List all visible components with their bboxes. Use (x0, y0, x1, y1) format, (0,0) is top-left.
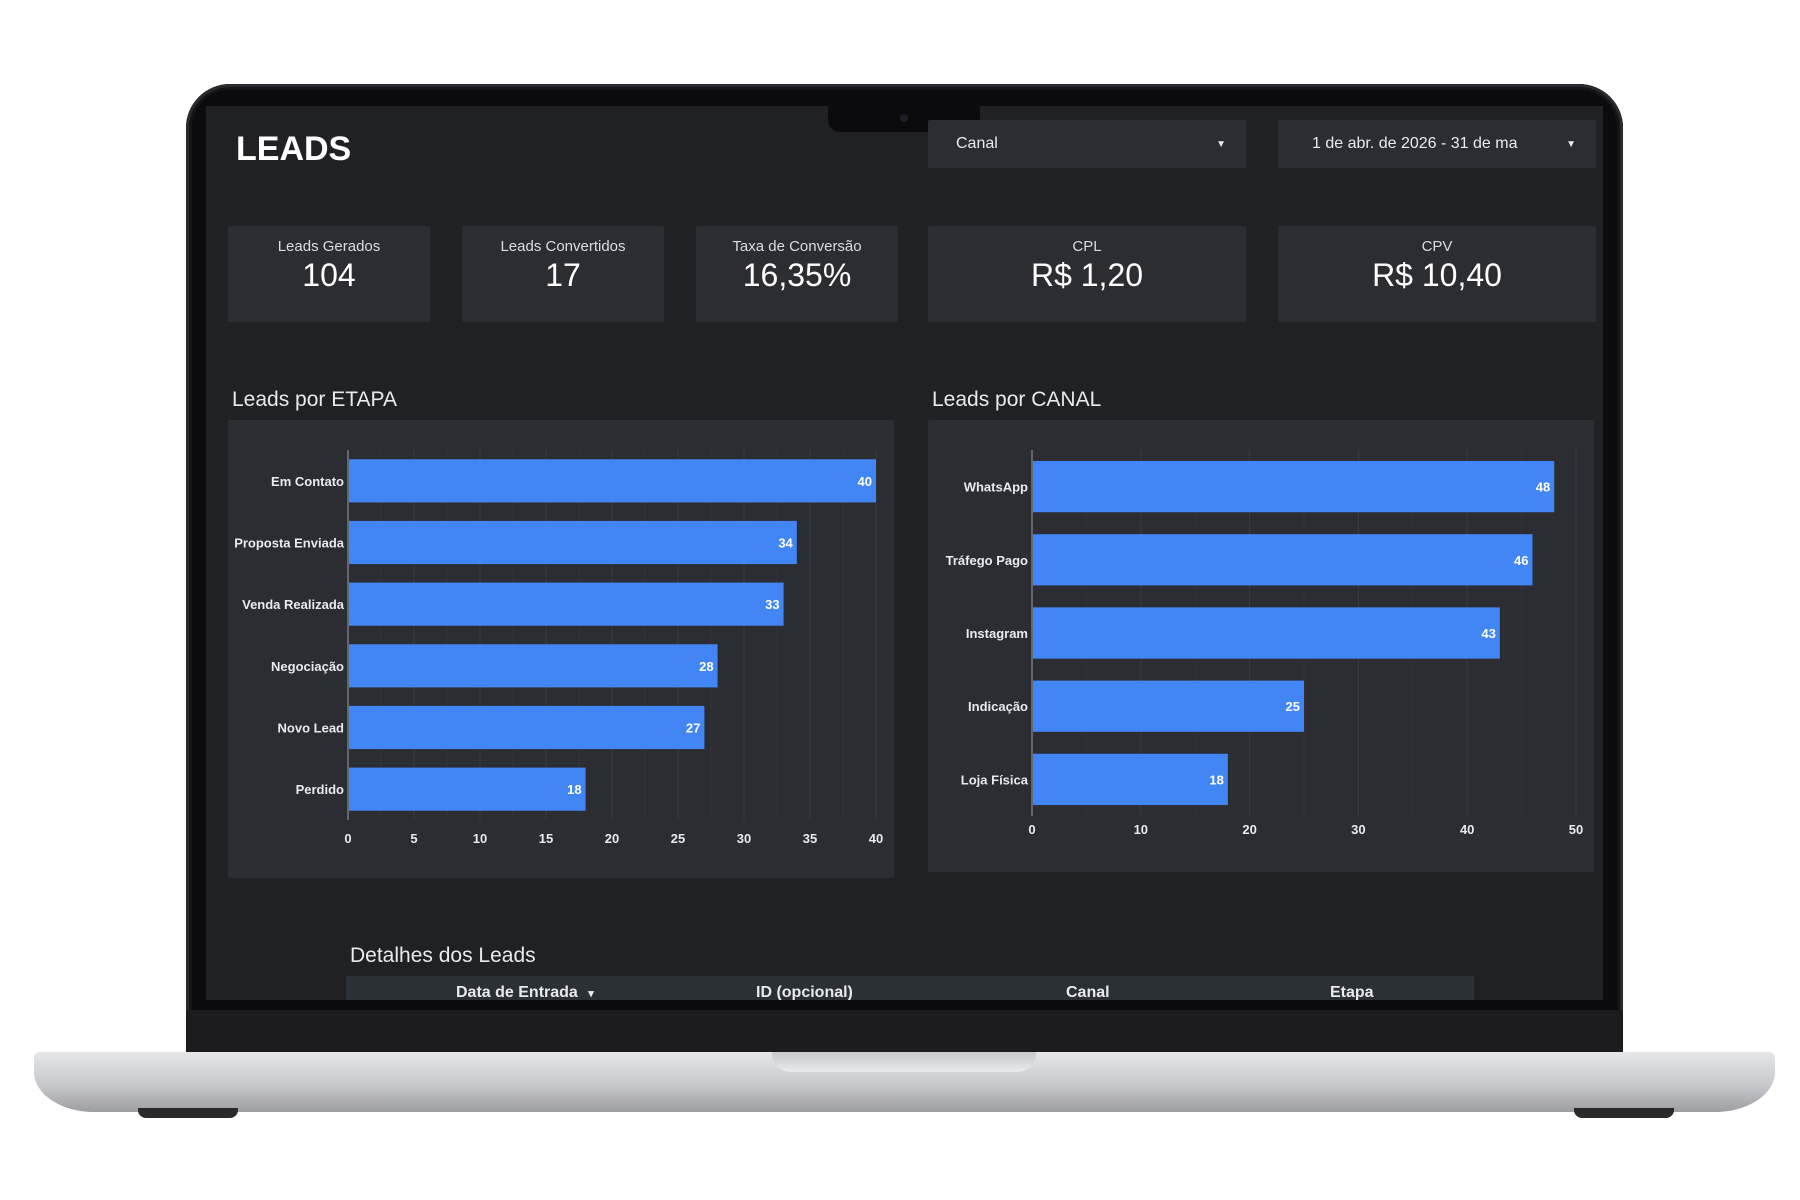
chart-card-canal: 0 10 20 30 40 50 WhatsApp 48 Tráfego Pago 46 Insta… (928, 420, 1594, 872)
x-tick-label: 20 (1242, 822, 1256, 837)
x-tick-label: 10 (1134, 822, 1148, 837)
x-tick-label: 5 (410, 831, 417, 846)
category-label: Perdido (296, 782, 344, 797)
x-tick-label: 15 (539, 831, 553, 846)
x-tick-label: 0 (344, 831, 351, 846)
dashboard-screen: LEADS Canal ▼ 1 de abr. de 2026 - 31 de … (206, 106, 1603, 1000)
kpi-value: 17 (545, 257, 581, 293)
data-label: 43 (1481, 626, 1495, 641)
category-label: WhatsApp (964, 480, 1028, 495)
laptop-bezel-bottom (186, 1010, 1623, 1056)
kpi-label: CPV (1421, 238, 1453, 255)
table-title: Detalhes dos Leads (350, 944, 536, 967)
x-tick-label: 40 (869, 831, 883, 846)
kpi-label: CPL (1072, 238, 1102, 255)
date-range-value: 1 de abr. de 2026 - 31 de ma (1312, 135, 1518, 152)
col-header-id[interactable]: ID (opcional) (756, 984, 853, 1000)
x-tick-label: 30 (1351, 822, 1365, 837)
category-label: Loja Física (961, 772, 1029, 787)
x-tick-label: 25 (671, 831, 685, 846)
category-label: Negociação (271, 659, 344, 674)
page-title: LEADS (236, 130, 352, 168)
category-label: Novo Lead (278, 721, 345, 736)
bar (349, 582, 784, 626)
col-header-etapa[interactable]: Etapa (1330, 984, 1374, 1000)
bar-chart-etapa: 0 5 10 15 20 25 30 35 40 Em Contato 40 Proposta Env… (234, 450, 883, 846)
category-label: Venda Realizada (242, 597, 345, 612)
x-tick-label: 0 (1028, 822, 1035, 837)
kpi-label: Leads Convertidos (500, 238, 626, 255)
canal-filter-value: Canal (956, 135, 998, 152)
category-label: Indicação (968, 699, 1028, 714)
col-header-canal[interactable]: Canal (1066, 984, 1110, 1000)
kpi-leads-convertidos: Leads Convertidos 17 (462, 226, 664, 322)
table-header: Data de Entrada ▾ ID (opcional) Canal Et… (346, 976, 1474, 1000)
x-tick-label: 50 (1569, 822, 1583, 837)
data-label: 46 (1514, 553, 1528, 568)
kpi-cpl: CPL R$ 1,20 (928, 226, 1246, 322)
data-label: 40 (858, 474, 872, 489)
date-range-dropdown[interactable]: 1 de abr. de 2026 - 31 de ma ▼ (1278, 120, 1596, 168)
laptop-foot-right (1574, 1108, 1674, 1118)
kpi-label: Leads Gerados (277, 238, 381, 255)
kpi-value: R$ 10,40 (1372, 257, 1502, 293)
bar (349, 767, 586, 811)
bar (1033, 680, 1304, 732)
chart-card-etapa: 0 5 10 15 20 25 30 35 40 Em Contato 40 Proposta Env… (228, 420, 894, 878)
chart-title-etapa: Leads por ETAPA (232, 388, 397, 411)
kpi-cpv: CPV R$ 10,40 (1278, 226, 1596, 322)
canal-filter-dropdown[interactable]: Canal ▼ (928, 120, 1246, 168)
bar (349, 520, 797, 565)
x-tick-label: 40 (1460, 822, 1474, 837)
laptop-foot-left (138, 1108, 238, 1118)
col-header-data-entrada[interactable]: Data de Entrada ▾ (456, 984, 594, 1000)
data-label: 28 (699, 659, 713, 674)
category-label: Tráfego Pago (946, 553, 1028, 568)
kpi-value: R$ 1,20 (1030, 257, 1144, 293)
x-tick-label: 35 (803, 831, 817, 846)
data-label: 18 (1209, 772, 1223, 787)
kpi-value: 16,35% (742, 257, 852, 293)
laptop-base-notch (772, 1052, 1036, 1072)
bar-chart-canal: 0 10 20 30 40 50 WhatsApp 48 Tráfego Pago 46 Insta… (946, 450, 1583, 837)
data-label: 25 (1286, 699, 1300, 714)
col-header-label: Data de Entrada (456, 984, 578, 1000)
bar (1033, 607, 1500, 659)
camera-icon (900, 114, 908, 122)
x-tick-label: 10 (473, 831, 487, 846)
chevron-down-icon: ▼ (1566, 138, 1576, 150)
bar (1033, 534, 1533, 586)
sort-icon: ▾ (588, 988, 594, 1000)
category-label: Proposta Enviada (234, 536, 345, 551)
category-label: Instagram (966, 626, 1028, 641)
kpi-value: 104 (302, 257, 356, 293)
data-label: 34 (778, 536, 793, 551)
chevron-down-icon: ▼ (1216, 138, 1226, 150)
chart-title-canal: Leads por CANAL (932, 388, 1102, 411)
data-label: 18 (567, 782, 581, 797)
category-label: Em Contato (271, 474, 344, 489)
bar (349, 459, 876, 503)
kpi-taxa-conversao: Taxa de Conversão 16,35% (696, 226, 898, 322)
kpi-leads-gerados: Leads Gerados 104 (228, 226, 430, 322)
bar (1033, 753, 1228, 806)
bar (349, 644, 718, 688)
data-label: 33 (765, 597, 779, 612)
x-tick-label: 20 (605, 831, 619, 846)
x-tick-label: 30 (737, 831, 751, 846)
data-label: 27 (686, 721, 700, 736)
bar (1033, 460, 1555, 513)
bar (349, 705, 705, 750)
data-label: 48 (1536, 480, 1550, 495)
kpi-label: Taxa de Conversão (732, 238, 862, 255)
